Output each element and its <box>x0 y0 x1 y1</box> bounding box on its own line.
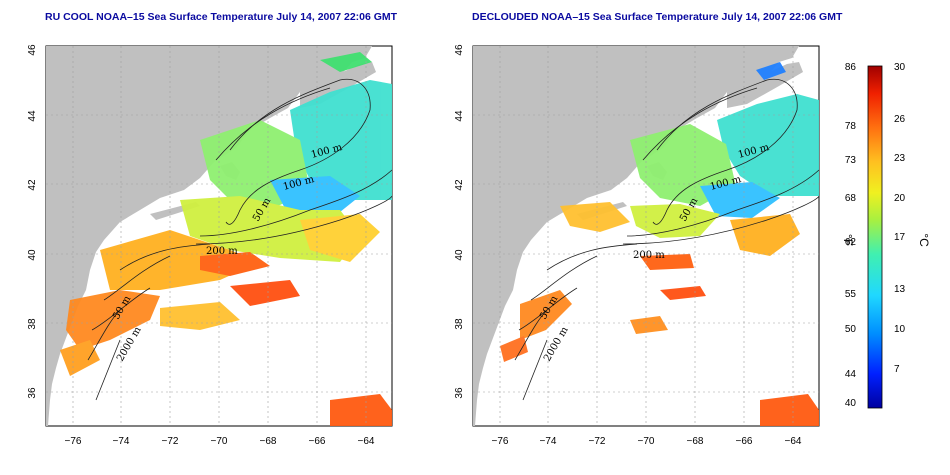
x-tick-label: −66 <box>736 436 753 447</box>
c-tick-label: 10 <box>894 324 906 335</box>
f-tick-label: 44 <box>845 369 857 380</box>
grid-lines <box>46 46 392 426</box>
bathymetry-contours <box>514 78 819 401</box>
x-tick-label: −66 <box>309 436 326 447</box>
map-panel-declouded: DECLOUDED NOAA–15 Sea Surface Temperatur… <box>454 11 843 447</box>
c-tick-label: 26 <box>894 114 906 125</box>
y-axis: 46 44 42 40 38 36 <box>454 44 465 399</box>
panel-title: RU COOL NOAA–15 Sea Surface Temperature … <box>45 11 398 23</box>
grid-lines <box>473 46 819 426</box>
x-tick-label: −64 <box>358 436 375 447</box>
y-tick-label: 36 <box>27 387 38 399</box>
x-tick-label: −64 <box>785 436 802 447</box>
f-tick-label: 78 <box>845 121 857 132</box>
y-tick-label: 44 <box>27 110 38 122</box>
y-tick-label: 42 <box>454 179 465 191</box>
map-panel-raw: RU COOL NOAA–15 Sea Surface Temperature … <box>27 11 398 447</box>
x-tick-label: −76 <box>492 436 509 447</box>
x-tick-label: −72 <box>589 436 606 447</box>
f-tick-label: 86 <box>845 62 857 73</box>
sst-data-overlay <box>60 52 392 426</box>
x-tick-label: −74 <box>113 436 130 447</box>
y-tick-label: 42 <box>27 179 38 191</box>
y-axis: 46 44 42 40 38 36 <box>27 44 38 399</box>
x-tick-label: −76 <box>65 436 82 447</box>
colorbar-gradient <box>867 65 883 409</box>
land-mass <box>473 46 799 426</box>
y-tick-label: 38 <box>27 318 38 330</box>
f-tick-label: 50 <box>845 324 857 335</box>
x-axis: −76 −74 −72 −70 −68 −66 −64 <box>65 436 375 447</box>
c-tick-label: 20 <box>894 193 906 204</box>
land-mass <box>46 46 372 426</box>
x-tick-label: −72 <box>162 436 179 447</box>
f-tick-label: 55 <box>845 289 857 300</box>
f-tick-label: 73 <box>845 155 857 166</box>
f-tick-label: 62 <box>845 237 857 248</box>
y-tick-label: 40 <box>454 249 465 261</box>
x-axis: −76 −74 −72 −70 −68 −66 −64 <box>492 436 802 447</box>
c-tick-label: 13 <box>894 284 906 295</box>
f-tick-label: 68 <box>845 193 857 204</box>
c-tick-label: 23 <box>894 153 906 164</box>
contour-label: 200 m <box>633 250 665 261</box>
x-tick-label: −70 <box>211 436 228 447</box>
x-tick-label: −70 <box>638 436 655 447</box>
celsius-unit-label: °C <box>917 233 931 247</box>
c-tick-label: 7 <box>894 364 900 375</box>
colorbar-c-scale: 30 26 23 20 17 13 10 7 °C <box>894 62 931 375</box>
nova-scotia <box>727 62 803 108</box>
x-tick-label: −74 <box>540 436 557 447</box>
f-tick-label: 40 <box>845 398 857 409</box>
y-tick-label: 38 <box>454 318 465 330</box>
y-tick-label: 46 <box>27 44 38 56</box>
colorbar-f-scale: 86 78 73 68 62 55 50 44 40 °F <box>841 62 856 409</box>
c-tick-label: 17 <box>894 232 906 243</box>
y-tick-label: 40 <box>27 249 38 261</box>
y-tick-label: 46 <box>454 44 465 56</box>
bathymetry-contours <box>87 78 392 401</box>
colorbar: 86 78 73 68 62 55 50 44 40 °F 30 26 23 2… <box>841 62 931 409</box>
c-tick-label: 30 <box>894 62 906 73</box>
x-tick-label: −68 <box>260 436 277 447</box>
y-tick-label: 44 <box>454 110 465 122</box>
fahrenheit-unit-label: °F <box>841 234 855 246</box>
panel-title: DECLOUDED NOAA–15 Sea Surface Temperatur… <box>472 11 843 23</box>
x-tick-label: −68 <box>687 436 704 447</box>
sst-data-overlay <box>500 62 819 426</box>
y-tick-label: 36 <box>454 387 465 399</box>
nova-scotia <box>300 62 376 108</box>
contour-label: 200 m <box>206 246 238 257</box>
